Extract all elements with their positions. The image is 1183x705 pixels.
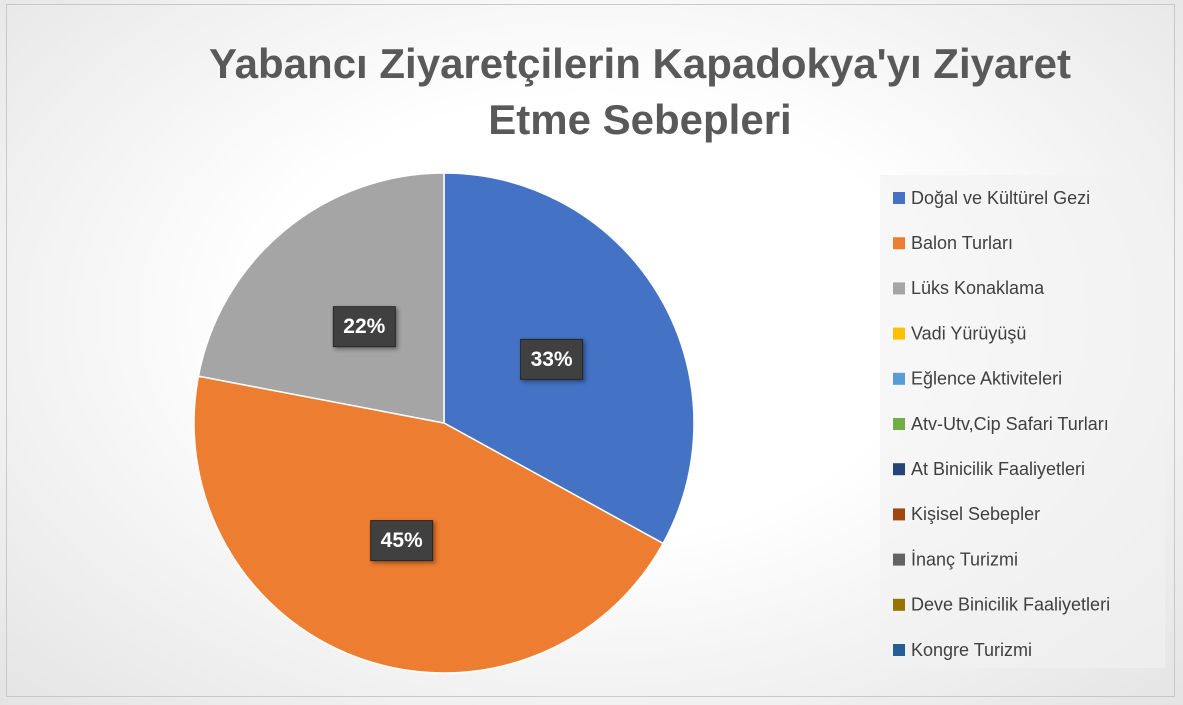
data-label: 22% xyxy=(343,315,385,338)
legend-swatch xyxy=(893,372,905,385)
legend-swatch xyxy=(893,553,905,566)
legend-swatch xyxy=(893,327,905,340)
legend-swatch xyxy=(893,463,905,476)
data-label-box xyxy=(370,520,434,562)
legend-swatch xyxy=(893,282,905,295)
legend-swatch xyxy=(893,598,905,611)
data-label: 45% xyxy=(381,529,423,552)
legend-label: Doğal ve Kültürel Gezi xyxy=(911,188,1090,208)
legend-label: At Binicilik Faaliyetleri xyxy=(911,459,1085,479)
chart-frame xyxy=(6,4,1175,697)
data-label: 33% xyxy=(531,348,573,371)
legend-label: Lüks Konaklama xyxy=(911,278,1045,298)
data-label-box xyxy=(332,306,396,348)
legend-label: Atv-Utv,Cip Safari Turları xyxy=(911,414,1109,434)
legend-label: Deve Binicilik Faaliyetleri xyxy=(911,595,1110,615)
legend-label: Kişisel Sebepler xyxy=(911,504,1040,524)
legend-swatch xyxy=(893,237,905,250)
legend-swatch xyxy=(893,418,905,430)
legend-label: Kongre Turizmi xyxy=(911,640,1032,660)
legend-swatch xyxy=(893,644,905,656)
legend-label: Balon Turları xyxy=(911,233,1013,253)
legend-swatch xyxy=(893,192,905,204)
legend-label: İnanç Turizmi xyxy=(911,549,1018,569)
legend-box xyxy=(880,175,1165,668)
pie-slice xyxy=(197,172,445,424)
legend-label: Eğlence Aktiviteleri xyxy=(911,369,1062,389)
legend-label: Vadi Yürüyüşü xyxy=(911,323,1026,343)
chart-title: Yabancı Ziyaretçilerin Kapadokya'yı Ziya… xyxy=(208,40,1072,143)
data-label-box xyxy=(520,338,584,380)
legend-swatch xyxy=(893,508,905,521)
